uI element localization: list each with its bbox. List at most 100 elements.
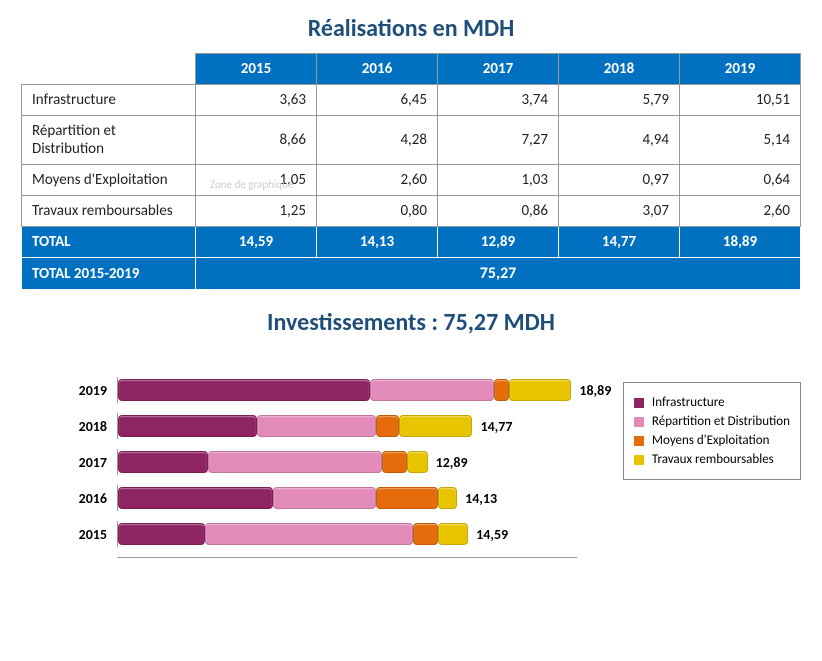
- bar-total-label: 12,89: [436, 454, 468, 471]
- bar-segment-infrastructure: [118, 451, 208, 473]
- bar-total-label: 14,13: [465, 490, 497, 507]
- cell-value: 1,03: [438, 165, 559, 196]
- bar-segment-travaux: [438, 487, 457, 509]
- bar-segment-repartition: [208, 451, 382, 473]
- cell-value: 0,97: [559, 165, 680, 196]
- table-header-row: 2015 2016 2017 2018 2019: [22, 54, 801, 85]
- bar-track: 18,89: [117, 377, 578, 403]
- legend-label: Répartition et Distribution: [652, 414, 790, 429]
- row-label: Répartition et Distribution: [22, 116, 196, 165]
- cell-value: 4,94: [559, 116, 680, 165]
- header-blank: [22, 54, 196, 85]
- row-label: Moyens d'Exploitation: [22, 165, 196, 196]
- table-row: Répartition et Distribution8,664,287,274…: [22, 116, 801, 165]
- total-label: TOTAL: [22, 227, 196, 258]
- legend-item: Infrastructure: [634, 395, 790, 410]
- bar-row: 201814,77: [61, 413, 623, 439]
- cell-value: 1,25: [196, 196, 317, 227]
- bar-row: 201614,13: [61, 485, 623, 511]
- bar-segment-travaux: [399, 415, 473, 437]
- header-year: 2018: [559, 54, 680, 85]
- bar-total-label: 14,59: [476, 526, 508, 543]
- cell-value: 0,86: [438, 196, 559, 227]
- cell-value: 3,74: [438, 85, 559, 116]
- cell-value: 10,51: [680, 85, 801, 116]
- legend-swatch: [634, 417, 644, 427]
- legend-item: Répartition et Distribution: [634, 414, 790, 429]
- cell-value: 5,79: [559, 85, 680, 116]
- cell-value: 0,64: [680, 165, 801, 196]
- bar-segment-infrastructure: [118, 415, 257, 437]
- total-row: TOTAL14,5914,1312,8914,7718,89: [22, 227, 801, 258]
- bar-segment-travaux: [509, 379, 571, 401]
- cell-value: 2,60: [680, 196, 801, 227]
- bar-segment-travaux: [407, 451, 428, 473]
- realisations-table: 2015 2016 2017 2018 2019 Infrastructure3…: [21, 53, 801, 290]
- bar-segment-infrastructure: [118, 379, 370, 401]
- bar-year-label: 2017: [61, 454, 117, 471]
- total-value: 18,89: [680, 227, 801, 258]
- cell-value: 2,60: [317, 165, 438, 196]
- cell-value: 5,14: [680, 116, 801, 165]
- legend-swatch: [634, 398, 644, 408]
- bar-year-label: 2015: [61, 526, 117, 543]
- bar-segment-moyens: [376, 415, 399, 437]
- bar-track: 14,13: [117, 485, 578, 511]
- cell-value: 1,05: [196, 165, 317, 196]
- total-value: 14,13: [317, 227, 438, 258]
- chart-title: Investissements : 75,27 MDH: [10, 308, 812, 337]
- legend-swatch: [634, 455, 644, 465]
- grand-total-value: 75,27: [196, 258, 801, 290]
- chart-baseline: [117, 557, 577, 558]
- bar-segment-moyens: [494, 379, 509, 401]
- page-title: Réalisations en MDH: [10, 14, 812, 43]
- bar-segment-moyens: [382, 451, 407, 473]
- legend-label: Moyens d'Exploitation: [652, 433, 770, 448]
- bar-track: 12,89: [117, 449, 578, 475]
- row-label: Travaux remboursables: [22, 196, 196, 227]
- table-row: Travaux remboursables1,250,800,863,072,6…: [22, 196, 801, 227]
- cell-value: 4,28: [317, 116, 438, 165]
- cell-value: 6,45: [317, 85, 438, 116]
- legend-item: Moyens d'Exploitation: [634, 433, 790, 448]
- bar-year-label: 2018: [61, 418, 117, 435]
- bar-year-label: 2019: [61, 382, 117, 399]
- legend-swatch: [634, 436, 644, 446]
- cell-value: 8,66: [196, 116, 317, 165]
- bar-segment-infrastructure: [118, 523, 205, 545]
- legend-label: Travaux remboursables: [652, 452, 774, 467]
- total-value: 14,77: [559, 227, 680, 258]
- bar-segment-repartition: [370, 379, 493, 401]
- row-label: Infrastructure: [22, 85, 196, 116]
- cell-value: 7,27: [438, 116, 559, 165]
- bar-segment-repartition: [205, 523, 413, 545]
- bar-row: 2017 12,89: [61, 449, 623, 475]
- bar-segment-repartition: [273, 487, 376, 509]
- bar-segment-infrastructure: [118, 487, 273, 509]
- bar-segment-moyens: [376, 487, 438, 509]
- grand-total-row: TOTAL 2015-201975,27: [22, 258, 801, 290]
- bar-track: 14,77: [117, 413, 578, 439]
- legend-item: Travaux remboursables: [634, 452, 790, 467]
- header-year: 2016: [317, 54, 438, 85]
- legend-label: Infrastructure: [652, 395, 725, 410]
- grand-total-label: TOTAL 2015-2019: [22, 258, 196, 290]
- bar-segment-repartition: [257, 415, 376, 437]
- cell-value: 3,63: [196, 85, 317, 116]
- table-row: Infrastructure3,636,453,745,7910,51: [22, 85, 801, 116]
- table-row: Moyens d'Exploitation1,052,601,030,970,6…: [22, 165, 801, 196]
- bar-segment-travaux: [438, 523, 468, 545]
- investments-bar-chart: 201918,89201814,77201712,89201614,132015…: [21, 367, 623, 568]
- total-value: 14,59: [196, 227, 317, 258]
- cell-value: 3,07: [559, 196, 680, 227]
- total-value: 12,89: [438, 227, 559, 258]
- bar-total-label: 18,89: [579, 382, 611, 399]
- bar-row: 201918,89: [61, 377, 623, 403]
- cell-value: 0,80: [317, 196, 438, 227]
- bar-segment-moyens: [413, 523, 438, 545]
- header-year: 2019: [680, 54, 801, 85]
- bar-track: 14,59: [117, 521, 578, 547]
- chart-legend: Infrastructure Répartition et Distributio…: [623, 382, 801, 480]
- header-year: 2015: [196, 54, 317, 85]
- header-year: 2017: [438, 54, 559, 85]
